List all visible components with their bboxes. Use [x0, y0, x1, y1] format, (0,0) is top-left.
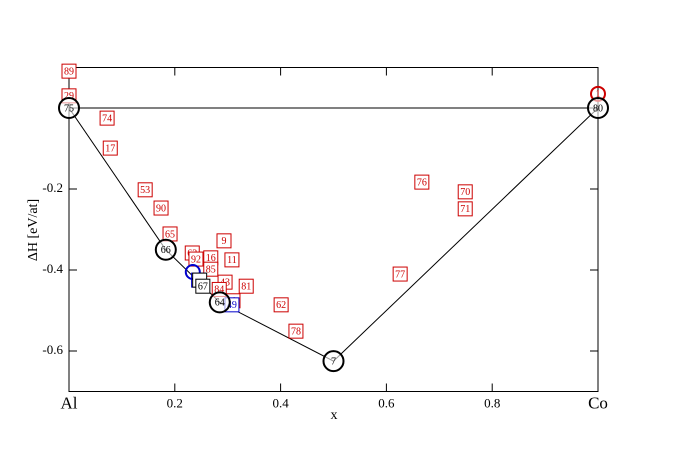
point-label: 89 — [64, 66, 74, 77]
point-label: 17 — [105, 143, 115, 154]
point-label: 7 — [331, 356, 336, 367]
point-label: 53 — [140, 185, 150, 196]
square-marker — [238, 278, 254, 294]
point-label: 67 — [198, 281, 208, 292]
point-label: 9 — [221, 236, 226, 247]
point-label: 74 — [102, 113, 112, 124]
point: 9 — [216, 233, 232, 249]
square-marker — [273, 297, 289, 313]
circle-marker — [208, 291, 231, 314]
square-marker — [195, 278, 211, 294]
point: 71 — [457, 201, 473, 217]
point: 89 — [61, 63, 77, 79]
point-label: 62 — [276, 300, 286, 311]
plot-frame — [68, 67, 599, 392]
square-marker — [457, 184, 473, 200]
x-axis-label: x — [331, 408, 338, 423]
point: 81 — [238, 278, 254, 294]
point-label: 78 — [291, 326, 301, 337]
square-marker — [102, 140, 118, 156]
point-label: 65 — [165, 229, 175, 240]
x-tick-label: Co — [588, 393, 608, 412]
x-tick-label: 0.8 — [484, 395, 500, 410]
square-marker — [153, 200, 169, 216]
point-label: 29 — [64, 91, 74, 102]
y-axis-label: ΔH [eV/at] — [26, 199, 41, 261]
circle-marker — [58, 97, 80, 119]
x-tick-label: Al — [61, 393, 78, 412]
point-label: 81 — [241, 281, 251, 292]
point: 66 — [154, 238, 177, 261]
point: 76 — [414, 174, 430, 190]
point-label: 90 — [156, 203, 166, 214]
point-label: 84 — [214, 285, 224, 296]
square-marker — [203, 261, 219, 277]
point: 85 — [203, 261, 219, 277]
square-marker — [414, 174, 430, 190]
circle-marker — [154, 238, 177, 261]
point: 7 — [322, 350, 345, 373]
square-marker — [224, 252, 240, 268]
point-label: 16 — [206, 253, 216, 264]
point: 74 — [99, 110, 115, 126]
point: 67 — [195, 278, 211, 294]
point: 16 — [203, 250, 219, 266]
square-marker — [457, 201, 473, 217]
y-tick-label: -0.2 — [42, 180, 63, 195]
point-label: 66 — [161, 245, 171, 256]
point-label: 77 — [395, 269, 405, 280]
point-label: 71 — [460, 204, 470, 215]
point: 62 — [273, 297, 289, 313]
point-label: 11 — [227, 255, 237, 266]
point-label: 80 — [593, 103, 603, 114]
point: 17 — [102, 140, 118, 156]
point: 77 — [392, 266, 408, 282]
point-label: 70 — [460, 187, 470, 198]
square-marker — [392, 266, 408, 282]
hull-line — [68, 107, 599, 362]
point: 53 — [137, 182, 153, 198]
circle-marker — [322, 350, 345, 373]
point-label: 75 — [64, 103, 74, 114]
point: 90 — [153, 200, 169, 216]
point: 80 — [587, 97, 609, 119]
point-label: 49 — [227, 300, 237, 311]
circle-marker — [587, 97, 609, 119]
square-marker — [216, 233, 232, 249]
square-marker — [137, 182, 153, 198]
square-marker — [288, 323, 304, 339]
point: 92 — [188, 251, 204, 267]
point: 78 — [288, 323, 304, 339]
point: 64 — [208, 291, 231, 314]
x-tick-label: 0.4 — [272, 395, 289, 410]
point: 11 — [224, 252, 240, 268]
point-label: 76 — [417, 177, 427, 188]
x-tick-label: 0.2 — [167, 395, 183, 410]
y-tick-label: -0.4 — [42, 261, 63, 276]
y-tick-label: -0.6 — [42, 342, 63, 357]
point-label: 1 — [596, 89, 601, 100]
x-tick-label: 0.6 — [378, 395, 395, 410]
square-marker — [61, 63, 77, 79]
point-label: 85 — [206, 264, 216, 275]
point-label: 64 — [215, 298, 225, 309]
point: 70 — [457, 184, 473, 200]
point: 75 — [58, 97, 80, 119]
point-label: 92 — [191, 254, 201, 265]
square-marker — [99, 110, 115, 126]
